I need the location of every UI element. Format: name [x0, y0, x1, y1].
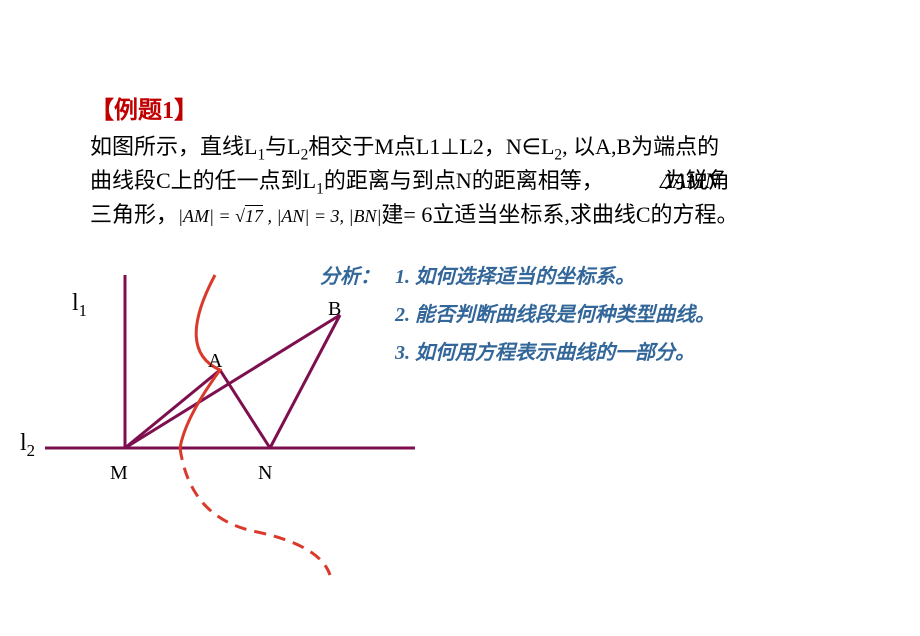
analysis-item-2: 2. 能否判断曲线段是何种类型曲线。 — [395, 298, 715, 327]
problem-line-1: 如图所示，直线L1与L2相交于M点L1⊥L2，N∈L2, 以A,B为端点的 — [90, 130, 719, 167]
label-l2: l2 — [20, 430, 35, 461]
label-N: N — [258, 462, 272, 485]
label-A: A — [208, 350, 222, 373]
problem-line-3: 三角形，|AM| = √17 , |AN| = 3, |BN|建= 6立适当坐标… — [90, 198, 739, 231]
label-B: B — [328, 298, 341, 321]
label-M: M — [110, 462, 128, 485]
analysis-item-3: 3. 如何用方程表示曲线的一部分。 — [395, 336, 695, 365]
problem-line-2: 曲线段C上的任一点到L1的距离与到点N的距离相等，ΔAMN为锐角 — [90, 164, 730, 201]
example-title: 【例题1】 — [90, 90, 198, 125]
analysis-item-1: 1. 如何选择适当的坐标系。 — [395, 260, 635, 289]
label-l1: l1 — [72, 290, 87, 321]
